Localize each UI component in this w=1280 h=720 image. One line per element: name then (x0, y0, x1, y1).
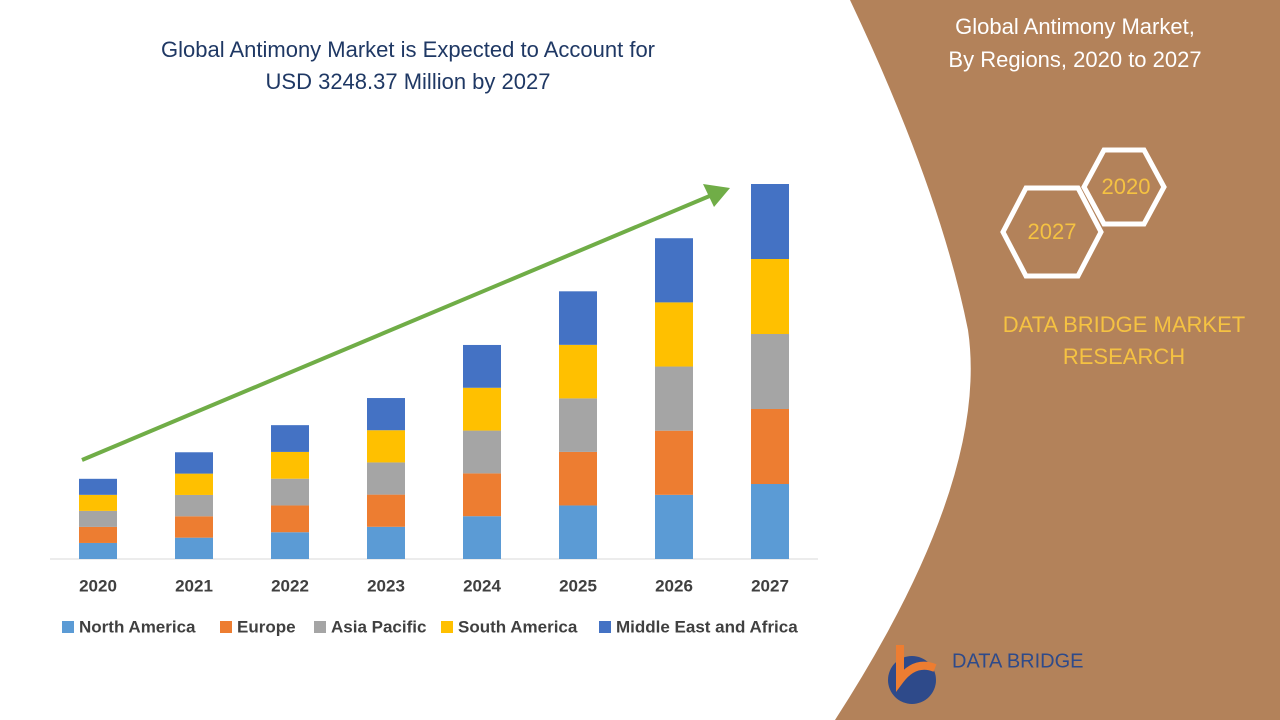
bar-segment (79, 526, 117, 543)
legend-swatch (599, 621, 611, 633)
bar-segment (175, 516, 213, 538)
bar-segment (367, 430, 405, 463)
bar-segment (463, 430, 501, 474)
bar-segment (79, 542, 117, 559)
logo-icon (896, 645, 937, 692)
legend-label: Asia Pacific (331, 617, 426, 636)
bar-segment (751, 484, 789, 559)
legend-swatch (314, 621, 326, 633)
legend-label: Middle East and Africa (616, 617, 798, 636)
chart-subtitle: USD 3248.37 Million by 2027 (266, 69, 551, 94)
bar-segment (79, 478, 117, 495)
panel-title: Global Antimony Market, (955, 14, 1195, 39)
hex-label: 2020 (1102, 174, 1151, 199)
bar-segment (655, 494, 693, 559)
logo-text: DATA BRIDGE (952, 650, 1084, 672)
x-tick-label: 2022 (271, 576, 309, 595)
bar-segment (463, 387, 501, 431)
brand-text: DATA BRIDGE MARKET (1003, 312, 1245, 337)
legend-label: North America (79, 617, 196, 636)
hex-label: 2027 (1028, 219, 1077, 244)
hexagon (1081, 147, 1167, 227)
bar-segment (367, 462, 405, 495)
trend-arrow (81, 193, 713, 462)
bar-segment (559, 451, 597, 506)
x-tick-label: 2027 (751, 576, 789, 595)
bar-segment (367, 494, 405, 527)
legend-swatch (441, 621, 453, 633)
bar-segment (175, 473, 213, 495)
bar-segment (655, 302, 693, 367)
legend-swatch (220, 621, 232, 633)
bar-segment (271, 478, 309, 506)
x-tick-label: 2026 (655, 576, 693, 595)
bar-segment (79, 510, 117, 527)
legend-label: Europe (237, 617, 296, 636)
bar-segment (559, 291, 597, 345)
bar-segment (463, 516, 501, 559)
legend-swatch (62, 621, 74, 633)
bar-segment (367, 526, 405, 559)
bar-segment (751, 184, 789, 259)
bar-segment (79, 494, 117, 511)
bar-segment (751, 334, 789, 409)
bar-segment (463, 344, 501, 388)
bar-segment (463, 473, 501, 517)
bar-segment (655, 366, 693, 431)
x-tick-label: 2024 (463, 576, 501, 595)
hexagon (1000, 185, 1104, 279)
bar-segment (367, 398, 405, 431)
bar-segment (271, 505, 309, 533)
chart-title: Global Antimony Market is Expected to Ac… (161, 37, 655, 62)
x-tick-label: 2021 (175, 576, 213, 595)
bar-segment (655, 430, 693, 495)
bar-segment (271, 451, 309, 479)
x-tick-label: 2020 (79, 576, 117, 595)
bar-segment (751, 409, 789, 484)
bar-segment (271, 425, 309, 452)
legend-label: South America (458, 617, 578, 636)
bar-segment (559, 344, 597, 399)
trend-arrow-head (703, 184, 730, 207)
bar-segment (175, 537, 213, 559)
bar-segment (655, 238, 693, 303)
bar-segment (559, 398, 597, 452)
bar-segment (175, 494, 213, 517)
panel-subtitle: By Regions, 2020 to 2027 (948, 47, 1201, 72)
bar-segment (175, 452, 213, 474)
bar-segment (751, 259, 789, 334)
x-tick-label: 2023 (367, 576, 405, 595)
side-panel (835, 0, 1280, 720)
bar-segment (271, 532, 309, 559)
x-tick-label: 2025 (559, 576, 597, 595)
bar-segment (559, 505, 597, 559)
brand-text: RESEARCH (1063, 344, 1185, 369)
